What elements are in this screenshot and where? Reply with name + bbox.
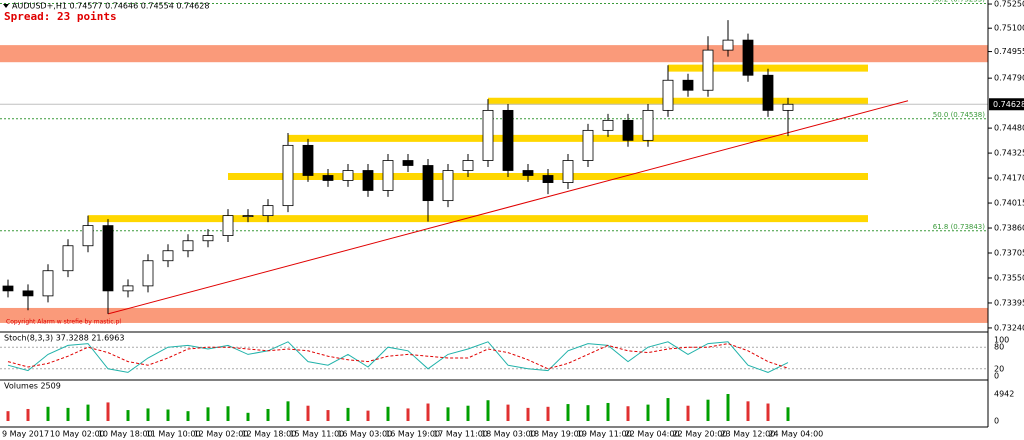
- candle-body: [602, 119, 614, 131]
- stoch-label: Stoch(8,3,3) 37.3288 21.6963: [4, 334, 124, 343]
- y-tick-label: 0.73240: [994, 323, 1024, 332]
- candle-body: [502, 109, 514, 171]
- candle-body: [522, 170, 534, 176]
- candle-body: [102, 225, 114, 292]
- time-label: 24 May 04:00: [768, 430, 823, 439]
- candle-body: [402, 160, 414, 166]
- candle-body: [542, 175, 554, 183]
- candle-body: [682, 79, 694, 91]
- current-price-label: 0.74628: [993, 100, 1024, 109]
- candle-body: [362, 170, 374, 191]
- y-tick-label: 0.74015: [994, 199, 1024, 208]
- volume-tick-label: 0: [994, 417, 999, 426]
- time-label: 15 May 11:00: [289, 430, 344, 439]
- stoch-tick-label: 20: [994, 364, 1004, 373]
- time-label: 19 May 11:00: [577, 430, 632, 439]
- y-tick-label: 0.73550: [994, 273, 1024, 282]
- candle-body: [702, 49, 714, 91]
- candle-body: [182, 240, 194, 252]
- candle-body: [462, 160, 474, 171]
- candle-body: [302, 144, 314, 176]
- candle-body: [722, 39, 734, 51]
- candle-body: [162, 250, 174, 262]
- stoch-tick-label: 0: [994, 372, 999, 381]
- time-label: 23 May 12:00: [721, 430, 776, 439]
- candle-body: [782, 103, 794, 111]
- candle-body: [82, 225, 94, 247]
- trendline: [107, 100, 909, 315]
- candle-body: [642, 109, 654, 141]
- stoch-tick-label: 80: [994, 343, 1004, 352]
- time-label: 22 May 20:00: [673, 430, 728, 439]
- candle-body: [222, 215, 234, 236]
- time-label: 16 May 03:00: [337, 430, 392, 439]
- candle-body: [262, 205, 274, 217]
- fibo-label: 61.8 (0.73843): [933, 223, 985, 231]
- current-price-box: [989, 98, 1024, 111]
- time-label: 12 May 18:00: [242, 430, 297, 439]
- candle-body: [122, 285, 134, 292]
- fibo-label: 50.0 (0.74538): [933, 111, 985, 119]
- y-tick-label: 0.73860: [994, 224, 1024, 233]
- time-label: 12 May 02:00: [194, 430, 249, 439]
- candle-body: [62, 245, 74, 272]
- time-label: 18 May 03:00: [481, 430, 536, 439]
- fibo-label: 38.2 (0.75253): [933, 0, 985, 4]
- time-label: 10 May 18:00: [98, 430, 153, 439]
- candle-body: [2, 285, 14, 292]
- candle-body: [322, 175, 334, 181]
- y-tick-label: 0.74325: [994, 149, 1024, 158]
- time-label: 17 May 11:00: [433, 430, 488, 439]
- spread: Spread: 23 points: [4, 10, 117, 23]
- copyright: Copyright Alarm w strefie by mastic.pl: [6, 319, 121, 326]
- y-tick-label: 0.75250: [994, 0, 1024, 9]
- stoch-tick-label: 100: [994, 336, 1009, 345]
- candle-body: [662, 79, 674, 111]
- candle-body: [342, 170, 354, 181]
- candle-body: [202, 235, 214, 242]
- stoch-signal: [7, 343, 789, 370]
- y-tick-label: 0.73395: [994, 298, 1024, 307]
- candle-body: [242, 215, 254, 218]
- candle-body: [482, 109, 494, 161]
- volume-tick-label: 4942: [994, 390, 1014, 399]
- symbol-header: AUDUSD+,H1 0.74577 0.74646 0.74554 0.746…: [12, 2, 209, 11]
- y-tick-label: 0.74480: [994, 124, 1024, 133]
- stoch-main: [7, 341, 789, 373]
- candle-body: [382, 160, 394, 191]
- time-label: 16 May 19:00: [385, 430, 440, 439]
- candle-body: [562, 160, 574, 183]
- time-label: 22 May 04:00: [625, 430, 680, 439]
- y-tick-label: 0.74170: [994, 174, 1024, 183]
- y-tick-label: 0.74790: [994, 74, 1024, 83]
- zone: [0, 45, 988, 63]
- candle-body: [582, 129, 594, 161]
- y-tick-label: 0.75100: [994, 24, 1024, 33]
- candle-body: [442, 170, 454, 202]
- candle-body: [762, 74, 774, 111]
- volume-label: Volumes 2509: [4, 382, 61, 391]
- time-label: 11 May 10:00: [146, 430, 201, 439]
- candle-body: [282, 144, 294, 207]
- y-tick-label: 0.74955: [994, 47, 1024, 56]
- candle-body: [42, 270, 54, 297]
- zone: [0, 307, 988, 323]
- time-label: 18 May 19:00: [529, 430, 584, 439]
- symbol-arrow: [3, 4, 9, 8]
- candle-body: [22, 290, 34, 297]
- candle-body: [142, 260, 154, 287]
- y-tick-label: 0.73705: [994, 249, 1024, 258]
- candle-body: [622, 119, 634, 141]
- candle-body: [422, 165, 434, 202]
- candle-body: [742, 39, 754, 76]
- time-label: 9 May 2017: [2, 430, 49, 439]
- time-label: 10 May 02:00: [50, 430, 105, 439]
